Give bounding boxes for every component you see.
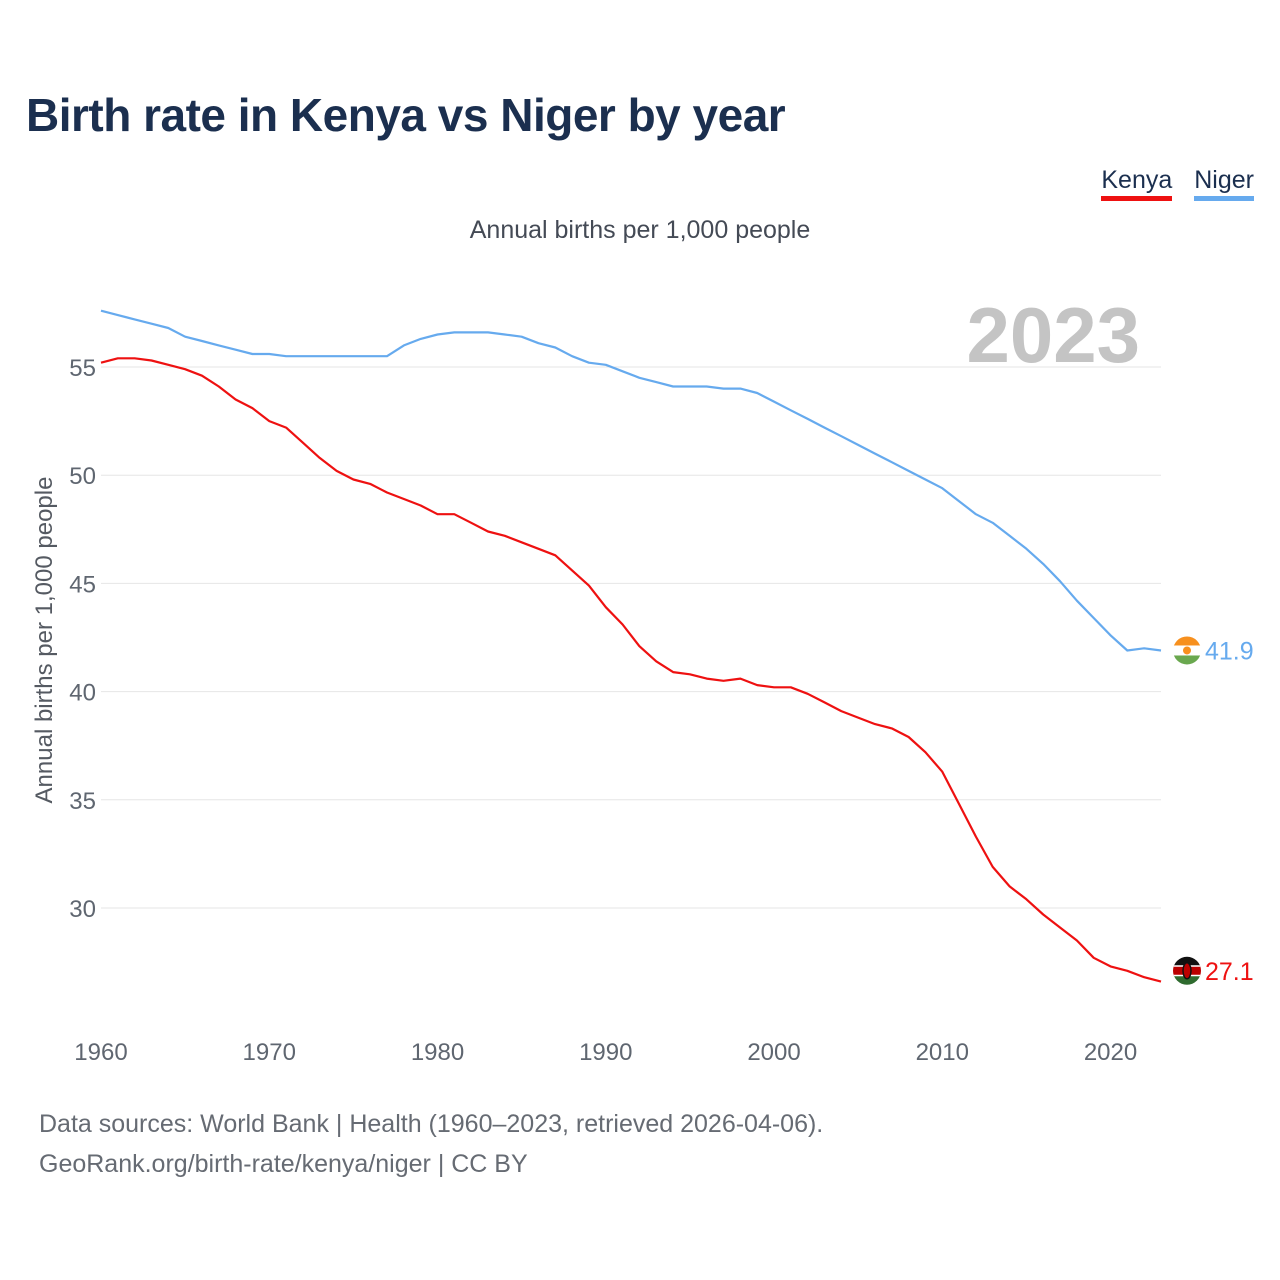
end-value-label-niger: 41.9: [1205, 637, 1254, 665]
end-value-label-kenya: 27.1: [1205, 958, 1254, 986]
y-tick-label-50: 50: [69, 463, 96, 490]
y-tick-label-35: 35: [69, 788, 96, 815]
x-tick-label-2010: 2010: [916, 1039, 969, 1066]
y-axis-label: Annual births per 1,000 people: [31, 477, 58, 804]
x-tick-label-1970: 1970: [243, 1039, 296, 1066]
line-chart: 30 35 40 45 50 55 1960 1970 1980 1990 2000 2010 202…: [31, 291, 1254, 1066]
kenya-flag-icon: [1173, 956, 1201, 985]
end-markers: 41.9 27.1: [1173, 636, 1254, 986]
x-tick-label-1990: 1990: [579, 1039, 632, 1066]
year-watermark: 2023: [966, 291, 1140, 379]
source-url-text[interactable]: GeoRank.org/birth-rate/kenya/niger | CC …: [39, 1150, 528, 1178]
data-sources-text: Data sources: World Bank | Health (1960–…: [39, 1110, 824, 1138]
x-tick-label-1980: 1980: [411, 1039, 464, 1066]
legend-item-niger[interactable]: Niger: [1194, 166, 1254, 201]
series-line-kenya: [100, 357, 1162, 983]
x-tick-label-1960: 1960: [74, 1039, 127, 1066]
footer: Data sources: World Bank | Health (1960–…: [39, 1104, 823, 1184]
y-tick-label-55: 55: [69, 355, 96, 382]
x-tick-label-2000: 2000: [747, 1039, 800, 1066]
chart-title: Birth rate in Kenya vs Niger by year: [26, 89, 786, 141]
x-tick-label-2020: 2020: [1084, 1039, 1137, 1066]
y-tick-label-30: 30: [69, 896, 96, 923]
legend: Kenya Niger: [1101, 166, 1254, 201]
y-axis-ticks: 30 35 40 45 50 55: [69, 355, 96, 923]
legend-item-kenya[interactable]: Kenya: [1101, 166, 1173, 201]
chart-subtitle: Annual births per 1,000 people: [469, 216, 811, 244]
y-tick-label-40: 40: [69, 680, 96, 707]
niger-flag-icon: [1173, 636, 1201, 665]
y-tick-label-45: 45: [69, 571, 96, 598]
series-line-niger: [100, 309, 1162, 652]
x-axis-ticks: 1960 1970 1980 1990 2000 2010 2020: [74, 1039, 1137, 1066]
grid-lines: [101, 366, 1161, 909]
series-lines: [100, 309, 1162, 983]
